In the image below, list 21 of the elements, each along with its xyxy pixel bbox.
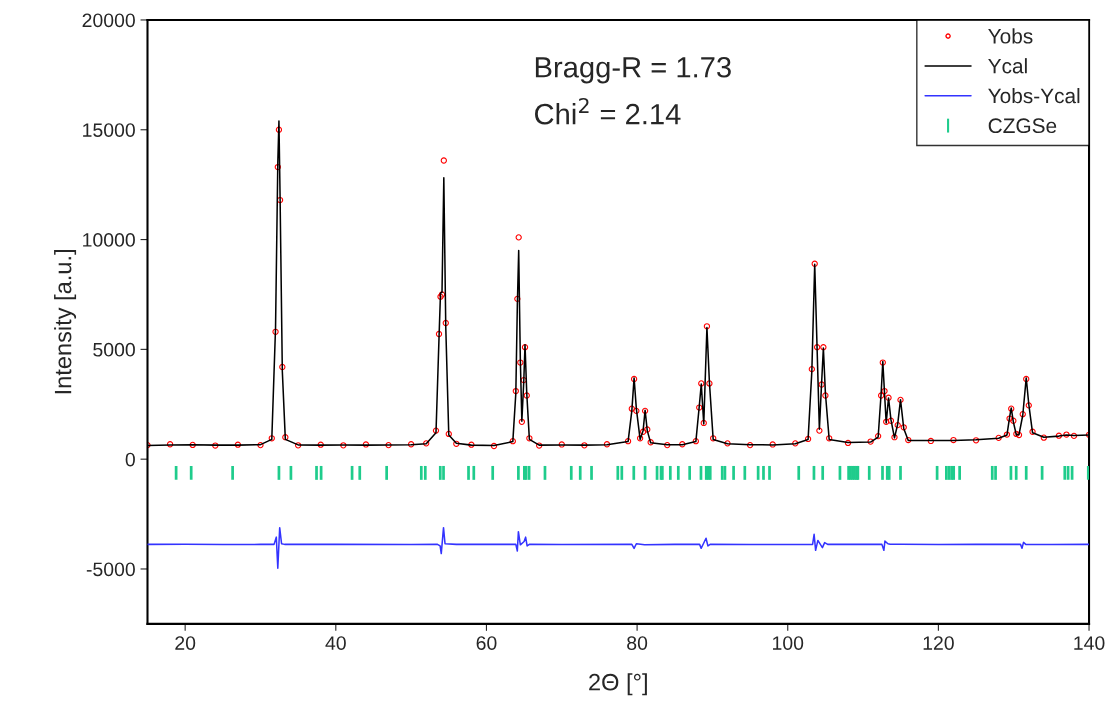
y-tick-label: 10000 <box>83 233 135 247</box>
x-tick-label: 60 <box>476 636 497 650</box>
legend-label: Yobs <box>988 28 1033 44</box>
legend-label: CZGSe <box>988 118 1057 134</box>
x-tick-label: 40 <box>325 636 346 650</box>
y-tick-label: -5000 <box>86 562 135 577</box>
y-tick-label: 0 <box>125 452 135 467</box>
y-tick-label: 5000 <box>93 342 135 357</box>
annotation: Bragg-R = 1.73 <box>535 56 731 84</box>
x-tick-label: 20 <box>175 636 196 650</box>
legend-label: Ycal <box>988 58 1027 74</box>
y-tick-label: 20000 <box>82 13 135 28</box>
x-tick-label: 120 <box>923 636 954 650</box>
x-tick-label: 80 <box>627 636 648 650</box>
x-axis-title: 2Θ [°] <box>589 673 647 696</box>
x-tick-label: 100 <box>773 636 804 650</box>
x-tick-label: 140 <box>1074 636 1105 650</box>
y-axis-title: Intensity [a.u.] <box>54 250 77 394</box>
legend-label: Yobs-Ycal <box>988 87 1080 104</box>
y-tick-label: 15000 <box>83 123 135 137</box>
annotation: Chi$^{2}$ = 2.14 <box>535 97 681 125</box>
